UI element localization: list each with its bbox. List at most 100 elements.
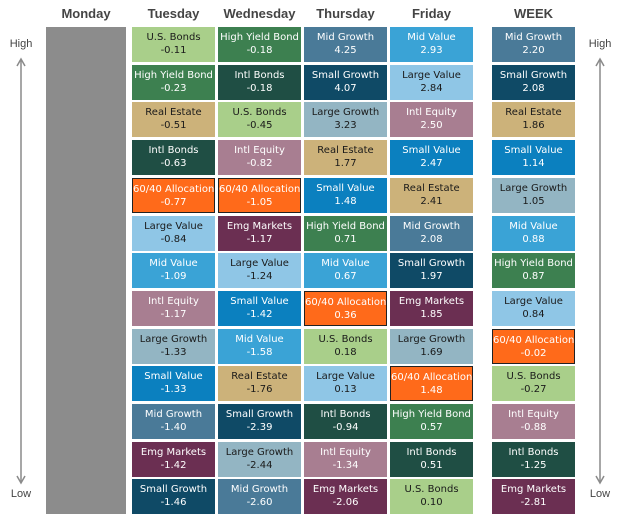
cell-asset-name: Emg Markets [398,295,465,307]
table-cell: 60/40 Allocation -1.05 [218,177,301,213]
cell-return-value: 0.67 [334,271,357,283]
cell-asset-name: Real Estate [505,107,562,119]
cell-return-value: -1.09 [160,271,187,283]
table-cell: High Yield Bond 0.57 [390,404,473,439]
cell-return-value: -0.63 [160,158,187,170]
cell-return-value: 1.05 [522,195,545,207]
cell-asset-name: High Yield Bond [134,69,213,81]
cell-return-value: -2.81 [520,497,547,509]
cell-return-value: 2.50 [420,120,443,132]
cell-return-value: 0.18 [334,346,357,358]
cell-return-value: -0.82 [246,158,273,170]
cell-asset-name: Emg Markets [500,484,567,496]
cell-return-value: -0.84 [160,233,187,245]
cell-return-value: -1.05 [246,196,273,208]
cell-return-value: -2.39 [246,422,273,433]
low-label-left: Low [10,488,32,500]
cell-asset-name: High Yield Bond [392,409,471,420]
cell-return-value: -0.45 [246,120,273,132]
cell-asset-name: 60/40 Allocation [391,372,473,384]
cell-return-value: -1.46 [160,497,187,509]
cell-return-value: -0.11 [160,45,187,56]
cell-asset-name: High Yield Bond [494,258,573,270]
table-cell: Mid Growth 2.20 [492,27,575,62]
header-friday: Friday [411,6,451,21]
cell-return-value: 4.25 [334,45,357,56]
cell-asset-name: Mid Value [149,258,198,270]
cell-return-value: -2.60 [246,497,273,509]
cell-return-value: -1.17 [160,308,187,320]
cell-return-value: -1.40 [160,422,187,433]
cell-return-value: 0.10 [420,497,443,509]
table-cell: Large Value -0.84 [132,215,215,251]
cell-asset-name: U.S. Bonds [232,107,287,119]
cell-asset-name: Mid Value [235,333,284,345]
cell-asset-name: Real Estate [403,182,460,194]
table-cell: Small Growth -2.39 [218,404,301,439]
cell-asset-name: High Yield Bond [220,32,299,43]
table-cell: Emg Markets -2.06 [304,479,387,514]
cell-asset-name: Intl Bonds [320,409,371,420]
cell-asset-name: Large Value [402,69,461,81]
cell-asset-name: Intl Bonds [406,446,457,458]
cell-return-value: -1.42 [246,308,273,320]
table-cell: Real Estate -1.76 [218,366,301,402]
table-cell: Emg Markets -2.81 [492,479,575,514]
cell-return-value: 0.88 [522,233,545,245]
table-cell: Mid Value 0.88 [492,215,575,251]
cell-asset-name: 60/40 Allocation [219,183,301,195]
table-cell: Mid Growth 4.25 [304,27,387,62]
table-cell: Large Value 0.13 [304,366,387,402]
cell-return-value: 0.84 [522,308,545,320]
table-cell: Large Value 0.84 [492,290,575,326]
cell-asset-name: Small Growth [499,69,568,81]
table-cell: Large Value 2.84 [390,64,473,100]
table-cell: Real Estate 1.77 [304,140,387,176]
cell-asset-name: Small Growth [311,69,380,81]
cell-asset-name: 60/40 Allocation [305,296,387,308]
cell-return-value: 0.36 [334,309,357,321]
table-cell: Intl Equity 2.50 [390,102,473,138]
high-label-right: High [588,38,612,50]
cell-asset-name: Mid Growth [504,32,563,43]
cell-asset-name: Small Growth [225,409,294,420]
cell-return-value: 2.08 [420,233,443,245]
monday-empty-column [46,27,126,514]
table-cell: Large Growth 3.23 [304,102,387,138]
cell-return-value: -0.88 [520,422,547,433]
cell-return-value: -0.02 [520,347,547,359]
table-cell: Intl Equity -1.34 [304,441,387,477]
cell-return-value: -1.58 [246,346,273,358]
table-cell: U.S. Bonds -0.11 [132,27,215,62]
cell-return-value: 1.86 [522,120,545,132]
low-label-right: Low [589,488,611,500]
cell-asset-name: 60/40 Allocation [133,183,215,195]
cell-asset-name: Mid Value [407,32,456,43]
table-cell: Real Estate -0.51 [132,102,215,138]
cell-return-value: 2.47 [420,158,443,170]
cell-return-value: -1.42 [160,459,187,471]
cell-asset-name: U.S. Bonds [404,484,459,496]
header-monday: Monday [61,6,111,21]
cell-asset-name: Emg Markets [226,220,293,232]
table-cell: Emg Markets 1.85 [390,290,473,326]
cell-return-value: -1.33 [160,346,187,358]
table-cell: 60/40 Allocation 0.36 [304,290,387,326]
cell-return-value: -0.77 [160,196,187,208]
cell-return-value: -0.51 [160,120,187,132]
table-cell: Intl Bonds -0.63 [132,140,215,176]
cell-asset-name: Intl Bonds [508,446,559,458]
cell-asset-name: Real Estate [145,107,202,119]
table-cell: Mid Growth -1.40 [132,404,215,439]
cell-return-value: -0.18 [246,82,273,94]
table-cell: Mid Value -1.58 [218,328,301,364]
cell-return-value: 1.85 [420,308,443,320]
cell-asset-name: U.S. Bonds [146,32,201,43]
cell-return-value: 2.08 [522,82,545,94]
cell-return-value: 2.84 [420,82,443,94]
cell-return-value: 1.97 [420,271,443,283]
cell-asset-name: Small Value [230,295,289,307]
table-cell: Large Growth 1.05 [492,177,575,213]
table-cell: U.S. Bonds -0.45 [218,102,301,138]
cell-return-value: 0.71 [334,233,357,245]
